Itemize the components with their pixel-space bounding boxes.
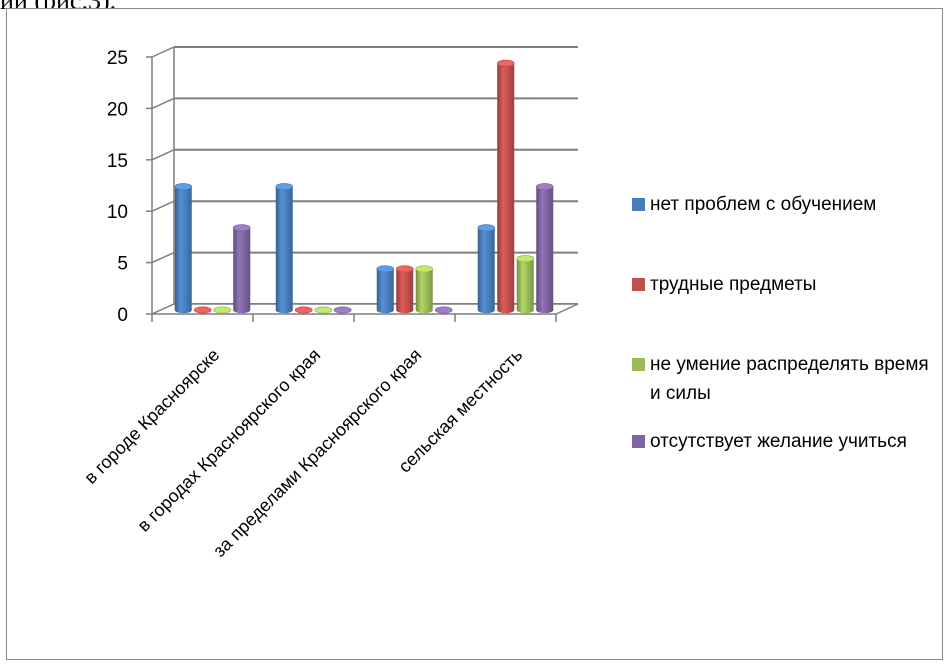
bar-top xyxy=(376,265,395,273)
bar xyxy=(396,268,414,310)
bar-top xyxy=(333,306,352,314)
bar-top xyxy=(174,183,193,191)
bar-top xyxy=(415,265,434,273)
legend-swatch-purple xyxy=(632,435,645,448)
bar-top xyxy=(434,306,453,314)
bar-base xyxy=(275,306,293,314)
legend-swatch-green xyxy=(632,358,645,371)
bar-top xyxy=(213,306,232,314)
bar xyxy=(376,268,394,310)
gridline-depth xyxy=(151,200,175,212)
bar xyxy=(497,63,515,310)
bar-top xyxy=(232,224,251,232)
bar-top xyxy=(516,255,535,263)
legend-label: отсутствует желание учиться xyxy=(650,431,907,452)
y-tick-label: 5 xyxy=(117,254,128,275)
bar-base xyxy=(415,306,433,314)
y-tick-label: 10 xyxy=(107,202,128,223)
y-tick-label: 25 xyxy=(107,48,128,69)
bar-base xyxy=(516,306,534,314)
bar xyxy=(516,258,534,310)
bar-base xyxy=(477,306,495,314)
chart-frame xyxy=(6,8,943,660)
legend-label: нет проблем с обучением xyxy=(650,194,877,215)
y-tick-label: 20 xyxy=(107,99,128,120)
bar-base xyxy=(233,306,251,314)
gridline-depth xyxy=(151,251,175,264)
legend-swatch-red xyxy=(632,278,645,291)
x-category-label: за пределами Красноярского края xyxy=(209,345,425,561)
legend-swatch-blue xyxy=(632,198,645,211)
bar xyxy=(233,227,251,310)
legend-label: трудные предметы xyxy=(650,274,817,295)
bar-top xyxy=(275,183,294,191)
bar xyxy=(275,186,293,310)
bar xyxy=(415,268,433,310)
gridline-depth xyxy=(151,149,175,161)
bar-top xyxy=(496,59,515,67)
bar-base xyxy=(536,306,554,314)
x-category-label: в городах Красноярского края xyxy=(133,345,324,536)
bar-top xyxy=(193,306,212,314)
bar-base xyxy=(376,306,394,314)
bar-top xyxy=(314,306,333,314)
chart-floor xyxy=(151,303,579,315)
gridline-depth xyxy=(151,97,175,110)
legend-item-no-desire: отсутствует желание учиться xyxy=(632,427,940,456)
legend-item-difficult-subjects: трудные предметы xyxy=(632,270,940,299)
bar xyxy=(536,186,554,310)
bar-top xyxy=(477,224,496,232)
bar-top xyxy=(294,306,313,314)
y-tick-label: 15 xyxy=(107,151,128,172)
bar-top xyxy=(535,183,554,191)
bar-base xyxy=(396,306,414,314)
legend-item-no-problems: нет проблем с обучением xyxy=(632,190,940,219)
bar xyxy=(477,227,495,310)
bar xyxy=(174,186,192,310)
y-tick-label: 0 xyxy=(117,305,128,326)
bar-base xyxy=(174,306,192,314)
legend-label: не умение распределять время и силы xyxy=(650,354,929,404)
bar-top xyxy=(395,265,414,273)
gridline-depth xyxy=(151,46,175,58)
bar-base xyxy=(497,306,515,314)
legend-item-time-management: не умение распределять время и силы xyxy=(632,350,940,408)
